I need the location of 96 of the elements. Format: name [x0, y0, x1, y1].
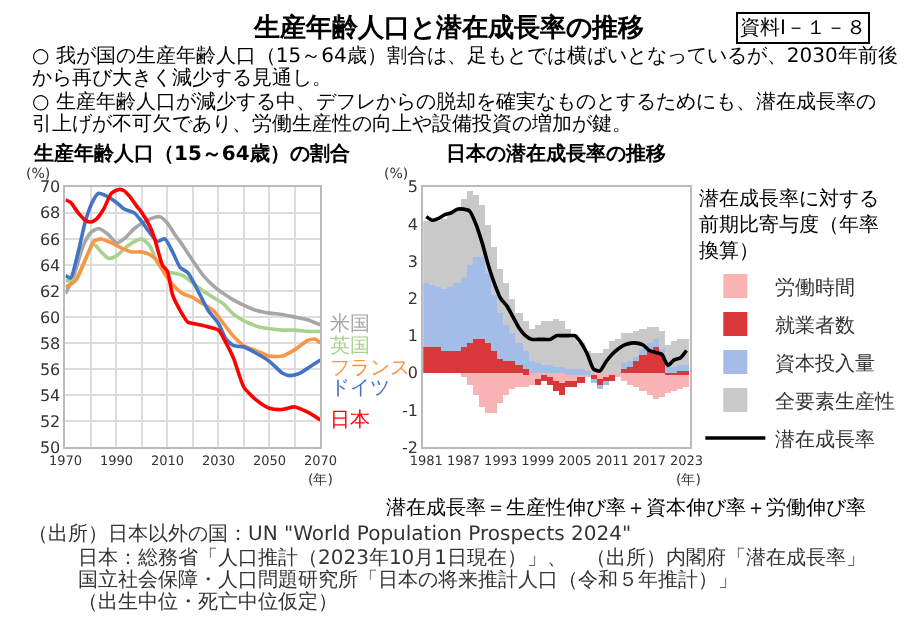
- bar: [571, 368, 578, 375]
- line-series: [65, 237, 321, 359]
- bar: [559, 366, 566, 373]
- bar: [659, 372, 666, 397]
- y-tick-label: 66: [39, 230, 61, 249]
- y-tick-label: 70: [39, 178, 61, 197]
- bar: [497, 358, 504, 373]
- series-label: ドイツ: [330, 378, 390, 400]
- bar: [515, 364, 524, 373]
- y-tick-label: 60: [39, 308, 61, 327]
- bar: [639, 348, 648, 355]
- bar: [559, 372, 566, 383]
- bar: [461, 198, 468, 277]
- bar: [485, 342, 492, 373]
- series-label: 日本: [330, 408, 370, 432]
- series-label: フランス: [330, 358, 410, 380]
- y-tick-label: 54: [39, 386, 61, 405]
- line-series: [65, 191, 321, 378]
- series-label: 米国: [330, 312, 370, 336]
- y-tick-label: 4: [407, 215, 419, 234]
- y-tick-label: 50: [39, 438, 61, 457]
- line-series: [65, 214, 321, 327]
- bar: [523, 368, 530, 375]
- bar: [559, 382, 566, 395]
- text: 国立社会保障・人口問題研究所「日本の将来推計人口（令和５年推計）」（出生中位・死亡中位仮定）: [78, 568, 738, 614]
- bar: [633, 372, 640, 387]
- y-tick-label: -2: [402, 438, 419, 457]
- bar: [627, 360, 634, 367]
- bar: [559, 320, 566, 367]
- bar: [461, 346, 468, 373]
- bar: [639, 372, 648, 391]
- bar: [503, 372, 510, 395]
- text: （出所）内閣府「潜在成長率」: [586, 546, 866, 570]
- line-series: [424, 207, 689, 373]
- chart-title: 日本の潜在成長率の推移: [446, 142, 666, 166]
- text: 資料Ⅰ－１－８: [740, 16, 866, 40]
- legend-label: 資本投入量: [775, 351, 876, 376]
- bar: [535, 362, 542, 373]
- y-tick-label: 3: [407, 252, 419, 271]
- bar: [571, 334, 578, 369]
- y-tick-label: 52: [39, 412, 61, 431]
- text: ○ 我が国の生産年齢人口（15～64歳）割合は、足もとでは横ばいとなっているが、2030年前後から再び大きく減少する見通し。: [32, 44, 898, 90]
- bar: [553, 380, 560, 391]
- bar: [479, 372, 486, 407]
- bar: [479, 256, 486, 339]
- bar: [565, 380, 572, 387]
- bar: [547, 376, 554, 385]
- text: （出所）日本以外の国：UN "World Population Prospects 2024": [28, 522, 632, 546]
- y-tick-label: 62: [39, 282, 61, 301]
- bar: [535, 378, 542, 385]
- bar: [653, 338, 660, 347]
- bar: [565, 328, 572, 369]
- bar: [535, 324, 542, 363]
- bar: [647, 350, 654, 373]
- legend-title: 潜在成長率に対する前期比寄与度（年率換算）: [699, 187, 880, 264]
- bar: [571, 380, 578, 387]
- line-series: [65, 187, 321, 422]
- series-label: 英国: [330, 334, 370, 358]
- bar: [491, 350, 498, 373]
- bar: [529, 372, 536, 385]
- bar: [665, 372, 672, 393]
- legend-label: 就業者数: [775, 313, 856, 338]
- y-tick-label: 2: [407, 290, 419, 309]
- chart-title: 生産年齢人口（15～64歳）の割合: [32, 142, 352, 166]
- bar: [621, 372, 628, 381]
- text: 日本：総務省「人口推計（2023年10月1日現在）」、: [78, 546, 568, 570]
- legend-label: 労働時間: [775, 275, 856, 300]
- y-tick-label: 0: [407, 364, 419, 383]
- y-tick-label: 1: [407, 327, 419, 346]
- bar: [453, 282, 462, 351]
- text: 潜在成長率＝生産性伸び率＋資本伸び率＋労働伸び率: [386, 496, 866, 520]
- bar: [467, 264, 474, 343]
- line-series: [65, 237, 321, 334]
- bar: [597, 372, 604, 379]
- bar: [565, 368, 572, 375]
- bar: [647, 372, 654, 395]
- bar: [633, 360, 640, 373]
- text: ○ 生産年齢人口が減少する中、デフレからの脱却を確実なものとするためにも、潜在成長率の引上げが不可欠であり、労働生産性の向上や設備投資の増加が鍵。: [32, 90, 876, 136]
- legend-label: 潜在成長率: [775, 427, 876, 452]
- bar: [515, 372, 524, 387]
- text: 生産年齢人口と潜在成長率の推移: [252, 12, 644, 44]
- legend-label: 全要素生産性: [775, 389, 896, 414]
- bar: [627, 372, 634, 385]
- bar: [453, 350, 462, 373]
- bar: [553, 366, 560, 373]
- y-tick-label: 5: [407, 178, 419, 197]
- y-tick-label: 58: [39, 334, 61, 353]
- y-tick-label: 68: [39, 204, 61, 223]
- bar: [639, 354, 648, 373]
- bar: [523, 350, 530, 369]
- y-tick-label: 56: [39, 360, 61, 379]
- y-tick-label: 64: [39, 256, 61, 275]
- bar: [647, 326, 654, 343]
- bar: [553, 372, 560, 381]
- y-tick-label: -1: [402, 401, 419, 420]
- bar: [509, 332, 516, 361]
